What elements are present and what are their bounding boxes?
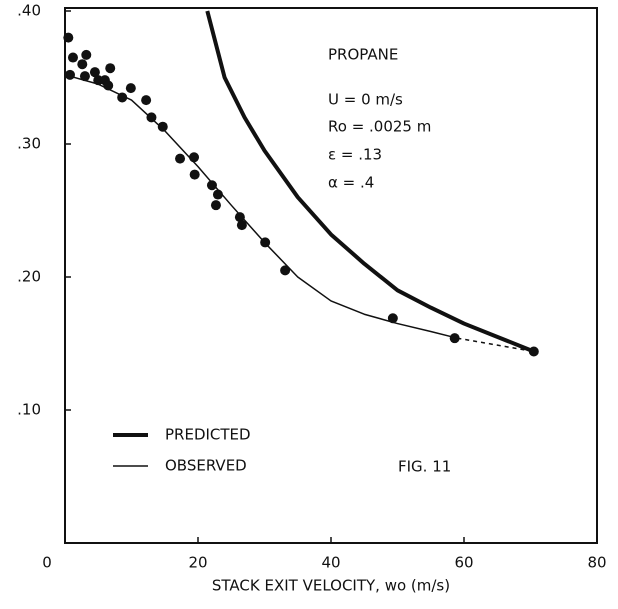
line	[457, 337, 534, 353]
data-point	[105, 63, 116, 74]
data-point	[528, 346, 539, 357]
x-axis-label: STACK EXIT VELOCITY, wo (m/s)	[212, 577, 450, 595]
x-tick-label: 80	[587, 554, 606, 572]
data-point	[125, 83, 136, 94]
data-point	[81, 49, 92, 60]
data-point	[260, 237, 271, 248]
data-point	[141, 95, 152, 106]
annotation: α = .4	[328, 174, 374, 192]
x-tick-label: 0	[42, 554, 52, 572]
plot-frame	[64, 7, 598, 544]
data-point	[157, 121, 168, 132]
annotation: U = 0 m/s	[328, 91, 403, 109]
legend-label: OBSERVED	[165, 457, 247, 475]
data-point	[387, 313, 398, 324]
data-point	[234, 212, 245, 223]
x-tick-label: 20	[188, 554, 207, 572]
legend-label: PREDICTED	[165, 426, 251, 444]
y-tick-label: .10	[17, 401, 41, 419]
annotation: PROPANE	[328, 46, 398, 64]
data-point	[210, 200, 221, 211]
data-point	[449, 333, 460, 344]
x-tick-label: 40	[321, 554, 340, 572]
line	[64, 74, 458, 339]
y-tick-label: .20	[17, 268, 41, 286]
data-point	[67, 52, 78, 63]
annotation: Ro = .0025 m	[328, 118, 431, 136]
data-point	[64, 69, 75, 80]
data-point	[77, 59, 88, 70]
data-point	[206, 180, 217, 191]
data-point	[175, 153, 186, 164]
data-point	[189, 152, 200, 163]
data-point	[63, 32, 74, 43]
data-point	[280, 265, 291, 276]
data-point	[236, 220, 247, 231]
data-point	[212, 189, 223, 200]
data-point	[146, 112, 157, 123]
data-point	[103, 80, 114, 91]
data-point	[189, 169, 200, 180]
y-tick-label: .40	[17, 2, 41, 20]
data-point	[89, 67, 100, 78]
data-point	[117, 92, 128, 103]
line	[205, 10, 535, 354]
data-point	[79, 71, 90, 82]
y-tick-label: .30	[17, 135, 41, 153]
annotation: FIG. 11	[398, 458, 451, 476]
annotation: ε = .13	[328, 146, 382, 164]
x-tick-label: 60	[454, 554, 473, 572]
